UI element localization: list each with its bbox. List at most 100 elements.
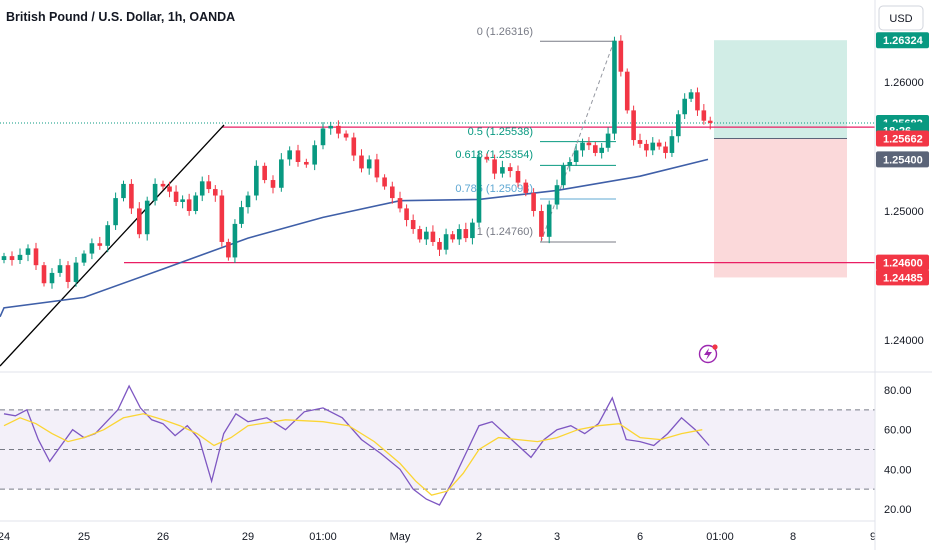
candle-body[interactable] [336, 125, 341, 134]
candle-body[interactable] [186, 199, 192, 211]
candle-body[interactable] [593, 145, 598, 153]
candle-body[interactable] [695, 92, 700, 111]
candle-body[interactable] [9, 256, 15, 261]
candle-body[interactable] [152, 183, 158, 201]
candle-body[interactable] [618, 40, 624, 72]
candle-body[interactable] [682, 98, 687, 115]
candle-body[interactable] [573, 150, 579, 162]
candle-body[interactable] [612, 40, 617, 134]
candle-body[interactable] [463, 229, 469, 239]
candle-body[interactable] [105, 225, 110, 246]
candle-body[interactable] [688, 92, 694, 99]
candle-body[interactable] [515, 171, 521, 183]
candle-body[interactable] [167, 186, 172, 192]
currency-button-box[interactable] [878, 5, 924, 31]
candle-body[interactable] [554, 185, 560, 205]
candle-body[interactable] [57, 265, 63, 273]
trendline[interactable] [0, 124, 225, 367]
candle-body[interactable] [121, 183, 126, 199]
candle-body[interactable] [430, 231, 436, 242]
candle-body[interactable] [287, 150, 292, 160]
candle-body[interactable] [180, 199, 185, 202]
candle-body[interactable] [637, 140, 643, 144]
candle-body[interactable] [17, 254, 23, 261]
candle-body[interactable] [206, 181, 212, 190]
candle-body[interactable] [546, 204, 552, 237]
candle-body[interactable] [404, 208, 409, 221]
currency-button[interactable]: USD [878, 5, 924, 31]
candle-body[interactable] [359, 155, 364, 169]
candle-body[interactable] [33, 248, 39, 266]
candle-body[interactable] [656, 142, 662, 147]
candle-body[interactable] [262, 165, 267, 181]
candle-body[interactable] [279, 159, 284, 188]
candle-body[interactable] [41, 265, 47, 284]
candle-body[interactable] [73, 262, 79, 282]
candle-body[interactable] [49, 272, 55, 284]
candle-body[interactable] [443, 234, 449, 250]
candle-body[interactable] [239, 207, 244, 224]
candle-body[interactable] [219, 195, 225, 242]
candle-body[interactable] [437, 241, 442, 250]
candle-body[interactable] [476, 156, 482, 223]
candle-body[interactable] [669, 136, 675, 153]
candle-body[interactable] [97, 243, 103, 246]
candle-body[interactable] [500, 167, 505, 174]
candle-body[interactable] [213, 189, 218, 196]
candle-body[interactable] [113, 198, 118, 226]
candle-body[interactable] [254, 165, 259, 196]
candle-body[interactable] [456, 229, 462, 240]
candle-body[interactable] [650, 142, 656, 151]
candle-body[interactable] [397, 198, 403, 209]
candle-body[interactable] [81, 253, 87, 263]
candle-body[interactable] [507, 167, 513, 172]
candle-body[interactable] [312, 145, 317, 165]
candle-body[interactable] [410, 220, 416, 230]
candle-body[interactable] [605, 133, 611, 148]
candle-body[interactable] [663, 146, 668, 153]
candle-body[interactable] [129, 183, 134, 209]
candle-body[interactable] [382, 177, 387, 187]
candle-body[interactable] [226, 241, 231, 258]
candle-body[interactable] [390, 186, 395, 199]
candle-body[interactable] [65, 265, 71, 282]
candle-body[interactable] [676, 114, 681, 137]
candle-body[interactable] [631, 110, 636, 141]
candle-body[interactable] [232, 223, 238, 258]
candle-body[interactable] [295, 150, 301, 162]
candle-body[interactable] [144, 200, 150, 235]
candle-body[interactable] [470, 222, 475, 239]
candle-body[interactable] [523, 182, 529, 193]
candle-body[interactable] [1, 256, 7, 261]
candle-body[interactable] [193, 195, 198, 211]
candle-body[interactable] [270, 180, 276, 188]
candle-body[interactable] [707, 120, 713, 124]
candle-body[interactable] [624, 71, 630, 111]
candle-body[interactable] [599, 147, 604, 153]
candle-body[interactable] [173, 191, 179, 202]
candle-body[interactable] [328, 125, 333, 129]
candle-body[interactable] [701, 110, 707, 121]
candle-body[interactable] [374, 159, 380, 178]
candle-body[interactable] [199, 181, 205, 196]
candle-body[interactable] [304, 161, 309, 165]
candle-body[interactable] [245, 195, 251, 208]
candle-body[interactable] [366, 159, 372, 169]
candle-body[interactable] [160, 183, 166, 187]
candle-body[interactable] [492, 159, 497, 174]
candle-body[interactable] [586, 142, 592, 146]
candle-body[interactable] [531, 192, 536, 211]
candle-body[interactable] [351, 137, 357, 156]
candle-body[interactable] [561, 165, 566, 186]
candle-body[interactable] [25, 248, 31, 255]
candle-body[interactable] [450, 234, 455, 240]
candle-body[interactable] [137, 208, 142, 235]
candle-body[interactable] [567, 161, 573, 166]
candle-body[interactable] [417, 229, 423, 240]
candle-body[interactable] [89, 243, 95, 254]
candle-body[interactable] [320, 128, 326, 146]
candle-body[interactable] [424, 231, 429, 240]
candle-body[interactable] [644, 143, 649, 151]
